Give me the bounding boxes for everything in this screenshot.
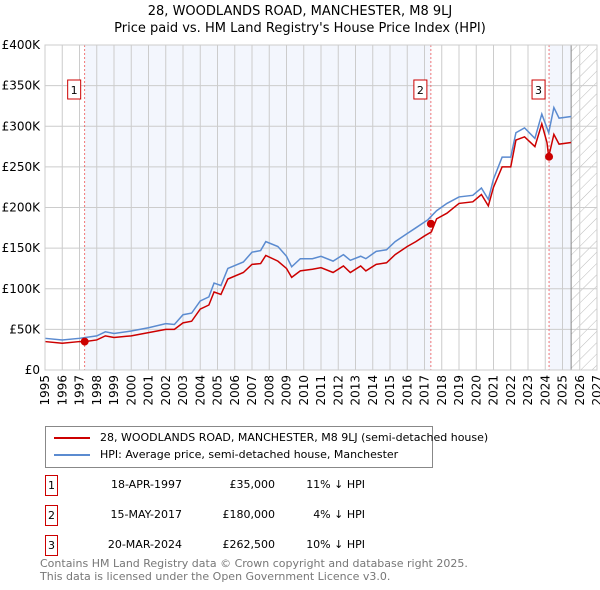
x-tick-label: 2010 — [297, 375, 311, 406]
y-tick-label: £50K — [9, 322, 41, 336]
x-tick-label: 2004 — [193, 375, 207, 406]
y-tick-label: £350K — [2, 79, 42, 93]
sale-point — [80, 337, 89, 346]
sale-date: 18-APR-1997 — [110, 478, 182, 491]
x-tick-label: 1998 — [90, 375, 104, 406]
y-tick-label: £150K — [2, 241, 42, 255]
x-tick-label: 2024 — [538, 375, 552, 406]
x-tick-label: 2009 — [280, 375, 294, 406]
x-tick-label: 2012 — [331, 375, 345, 406]
sale-hpi-diff: 10% ↓ HPI — [306, 538, 365, 551]
legend-swatch-blue — [54, 453, 90, 456]
sale-price: £35,000 — [229, 478, 276, 491]
x-tick-label: 2008 — [262, 375, 276, 406]
x-tick-label: 2015 — [383, 375, 397, 406]
y-tick-label: £200K — [2, 201, 42, 215]
x-tick-label: 2020 — [469, 375, 483, 406]
x-tick-label: 2016 — [400, 375, 414, 406]
chart-subtitle: Price paid vs. HM Land Registry's House … — [114, 21, 486, 36]
plot-border — [44, 44, 598, 371]
x-tick-label: 2018 — [435, 375, 449, 406]
sale-marker-badge: 1 — [45, 475, 58, 496]
x-tick-label: 2013 — [349, 375, 363, 406]
sale-marker-label: 1 — [71, 84, 78, 97]
sale-hpi-diff: 11% ↓ HPI — [306, 478, 365, 491]
y-tick-label: £0 — [25, 363, 40, 377]
sale-date: 20-MAR-2024 — [107, 538, 182, 551]
sale-marker-label: 3 — [535, 84, 542, 97]
footer-line: Contains HM Land Registry data © Crown c… — [40, 557, 468, 570]
price-chart: 1995 1996 1997 1998 1999 2000 2001 2002 2003 2004… — [2, 38, 600, 406]
x-tick-label: 2006 — [228, 375, 242, 406]
x-tick-label: 2007 — [245, 375, 259, 406]
sale-marker-box — [413, 79, 428, 100]
x-tick-label: 2027 — [590, 375, 600, 406]
x-tick-label: 2003 — [176, 375, 190, 406]
legend-label: 28, WOODLANDS ROAD, MANCHESTER, M8 9LJ (… — [100, 431, 489, 444]
series-line — [44, 121, 572, 344]
y-tick-label: £400K — [2, 38, 42, 52]
sale-price: £262,500 — [222, 538, 276, 551]
x-tick-label: 1999 — [107, 375, 121, 406]
x-tick-label: 2011 — [314, 375, 328, 406]
x-tick-label: 2017 — [418, 375, 432, 406]
table-row: 1 18-APR-1997 £35,000 11% ↓ HPI — [45, 475, 445, 496]
sale-price: £180,000 — [222, 508, 276, 521]
legend-swatch-red — [54, 436, 90, 439]
x-tick-label: 1996 — [55, 375, 69, 406]
legend-item-hpi: HPI: Average price, semi-detached house,… — [54, 448, 398, 461]
y-tick-label: £300K — [2, 119, 42, 133]
x-tick-label: 2001 — [142, 375, 156, 406]
footer-line: This data is licensed under the Open Gov… — [40, 570, 391, 583]
y-tick-label: £100K — [2, 282, 42, 296]
y-tick-label: £250K — [2, 160, 42, 174]
legend-label: HPI: Average price, semi-detached house,… — [100, 448, 399, 461]
table-row: 2 15-MAY-2017 £180,000 4% ↓ HPI — [45, 505, 445, 526]
sale-point — [426, 219, 435, 228]
sale-marker-box — [67, 79, 82, 100]
sale-marker-badge: 3 — [45, 535, 58, 556]
x-tick-label: 1997 — [73, 375, 87, 406]
x-tick-label: 2023 — [521, 375, 535, 406]
x-tick-label: 1995 — [38, 375, 52, 406]
legend: 28, WOODLANDS ROAD, MANCHESTER, M8 9LJ (… — [45, 426, 488, 468]
x-tick-label: 2000 — [124, 375, 138, 406]
x-tick-label: 2025 — [556, 375, 570, 406]
series-line — [44, 105, 572, 341]
legend-item-price: 28, WOODLANDS ROAD, MANCHESTER, M8 9LJ (… — [54, 431, 488, 444]
footer: Contains HM Land Registry data © Crown c… — [40, 557, 468, 583]
x-tick-label: 2019 — [452, 375, 466, 406]
table-row: 3 20-MAR-2024 £262,500 10% ↓ HPI — [45, 535, 445, 556]
sale-marker-badge: 2 — [45, 505, 58, 526]
x-tick-label: 2022 — [504, 375, 518, 406]
x-tick-label: 2014 — [366, 375, 380, 406]
sale-date: 15-MAY-2017 — [110, 508, 182, 521]
x-tick-label: 2002 — [159, 375, 173, 406]
sale-hpi-diff: 4% ↓ HPI — [313, 508, 365, 521]
chart-title: 28, WOODLANDS ROAD, MANCHESTER, M8 9LJ — [147, 4, 453, 19]
sale-marker-box — [531, 79, 546, 100]
sale-marker-label: 2 — [417, 84, 424, 97]
sale-point — [545, 152, 554, 161]
x-tick-label: 2005 — [211, 375, 225, 406]
x-tick-label: 2026 — [573, 375, 587, 406]
x-tick-label: 2021 — [487, 375, 501, 406]
